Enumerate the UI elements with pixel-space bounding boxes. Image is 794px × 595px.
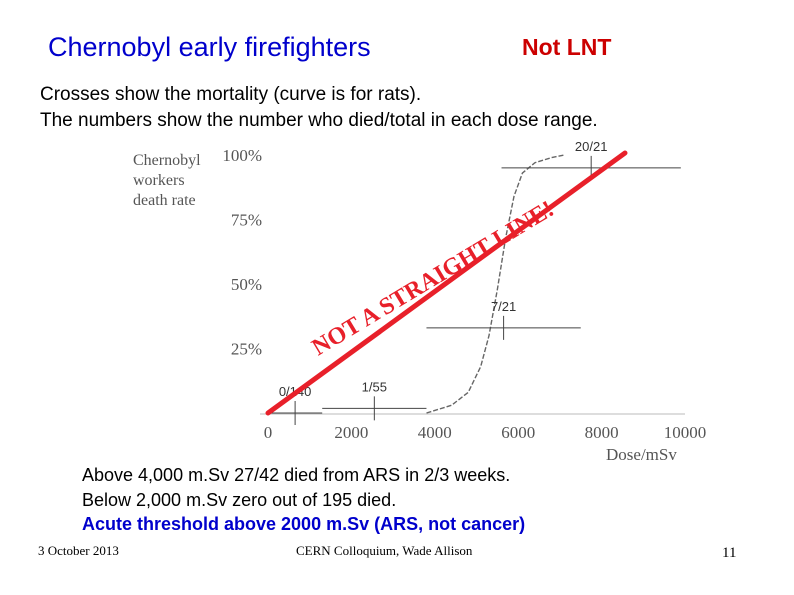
slide-title: Chernobyl early firefighters	[48, 32, 371, 62]
x-tick-label: 4000	[418, 423, 452, 442]
not-lnt-tag: Not LNT	[522, 34, 612, 60]
y-axis-label: Chernobyl workers death rate	[133, 152, 201, 209]
y-tick-label: 25%	[231, 340, 262, 359]
y-tick-label: 75%	[231, 211, 262, 230]
x-tick-label: 10000	[664, 423, 707, 442]
rat-curve-layer	[426, 154, 565, 414]
group-label: 20/21	[575, 139, 608, 154]
page-number: 11	[722, 545, 737, 561]
y-label-line: workers	[133, 172, 185, 189]
red-straight-line	[265, 150, 628, 416]
x-tick-labels: 0 2000 4000 6000 8000 10000	[264, 423, 707, 442]
subtitle-line-2: The numbers show the number who died/tot…	[40, 110, 598, 131]
y-tick-label: 100%	[222, 146, 262, 165]
x-tick-label: 2000	[334, 423, 368, 442]
y-tick-labels: 25% 50% 75% 100%	[222, 146, 262, 359]
footer-date: 3 October 2013	[38, 543, 119, 558]
x-tick-label: 0	[264, 423, 273, 442]
red-line-layer	[265, 150, 628, 416]
footer-event: CERN Colloquium, Wade Allison	[296, 543, 473, 558]
group-label: 1/55	[362, 379, 387, 394]
note-line-2: Below 2,000 m.Sv zero out of 195 died.	[82, 490, 397, 510]
note-line-1: Above 4,000 m.Sv 27/42 died from ARS in …	[82, 465, 511, 485]
x-tick-label: 6000	[501, 423, 535, 442]
y-label-line: Chernobyl	[133, 152, 201, 169]
x-tick-label: 8000	[585, 423, 619, 442]
not-straight-line-annotation: NOT A STRAIGHT LINE!	[308, 196, 559, 361]
x-axis-label: Dose/mSv	[606, 445, 677, 464]
group-label: 7/21	[491, 299, 516, 314]
y-tick-label: 50%	[231, 275, 262, 294]
note-line-3: Acute threshold above 2000 m.Sv (ARS, no…	[82, 514, 526, 534]
y-label-line: death rate	[133, 192, 196, 209]
rat-curve	[426, 154, 565, 414]
subtitle-line-1: Crosses show the mortality (curve is for…	[40, 84, 422, 105]
